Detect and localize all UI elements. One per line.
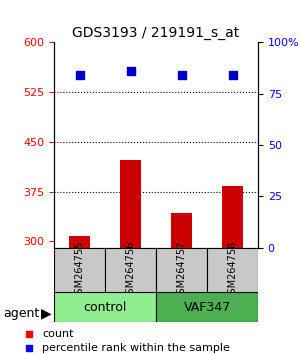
Point: [128, 68, 133, 74]
FancyBboxPatch shape: [54, 292, 156, 322]
Bar: [69, 236, 90, 248]
Text: percentile rank within the sample: percentile rank within the sample: [42, 343, 230, 353]
FancyBboxPatch shape: [54, 248, 105, 292]
Text: count: count: [42, 329, 74, 339]
Point: [230, 73, 235, 78]
Text: agent: agent: [3, 307, 39, 320]
FancyBboxPatch shape: [156, 248, 207, 292]
Point: [77, 73, 82, 78]
Text: GSM264757: GSM264757: [176, 240, 187, 299]
Text: GSM264756: GSM264756: [125, 240, 136, 299]
FancyBboxPatch shape: [207, 248, 258, 292]
Text: control: control: [83, 301, 127, 314]
FancyBboxPatch shape: [156, 292, 258, 322]
Text: GSM264758: GSM264758: [227, 240, 238, 299]
Text: ▶: ▶: [40, 306, 51, 320]
Text: VAF347: VAF347: [183, 301, 231, 314]
Point: [270, 157, 275, 162]
Point: [270, 286, 275, 291]
Text: GSM264755: GSM264755: [74, 240, 85, 299]
Bar: [171, 213, 192, 248]
Bar: [222, 186, 243, 248]
Title: GDS3193 / 219191_s_at: GDS3193 / 219191_s_at: [72, 26, 240, 40]
Point: [179, 73, 184, 78]
Bar: [120, 160, 141, 248]
FancyBboxPatch shape: [105, 248, 156, 292]
